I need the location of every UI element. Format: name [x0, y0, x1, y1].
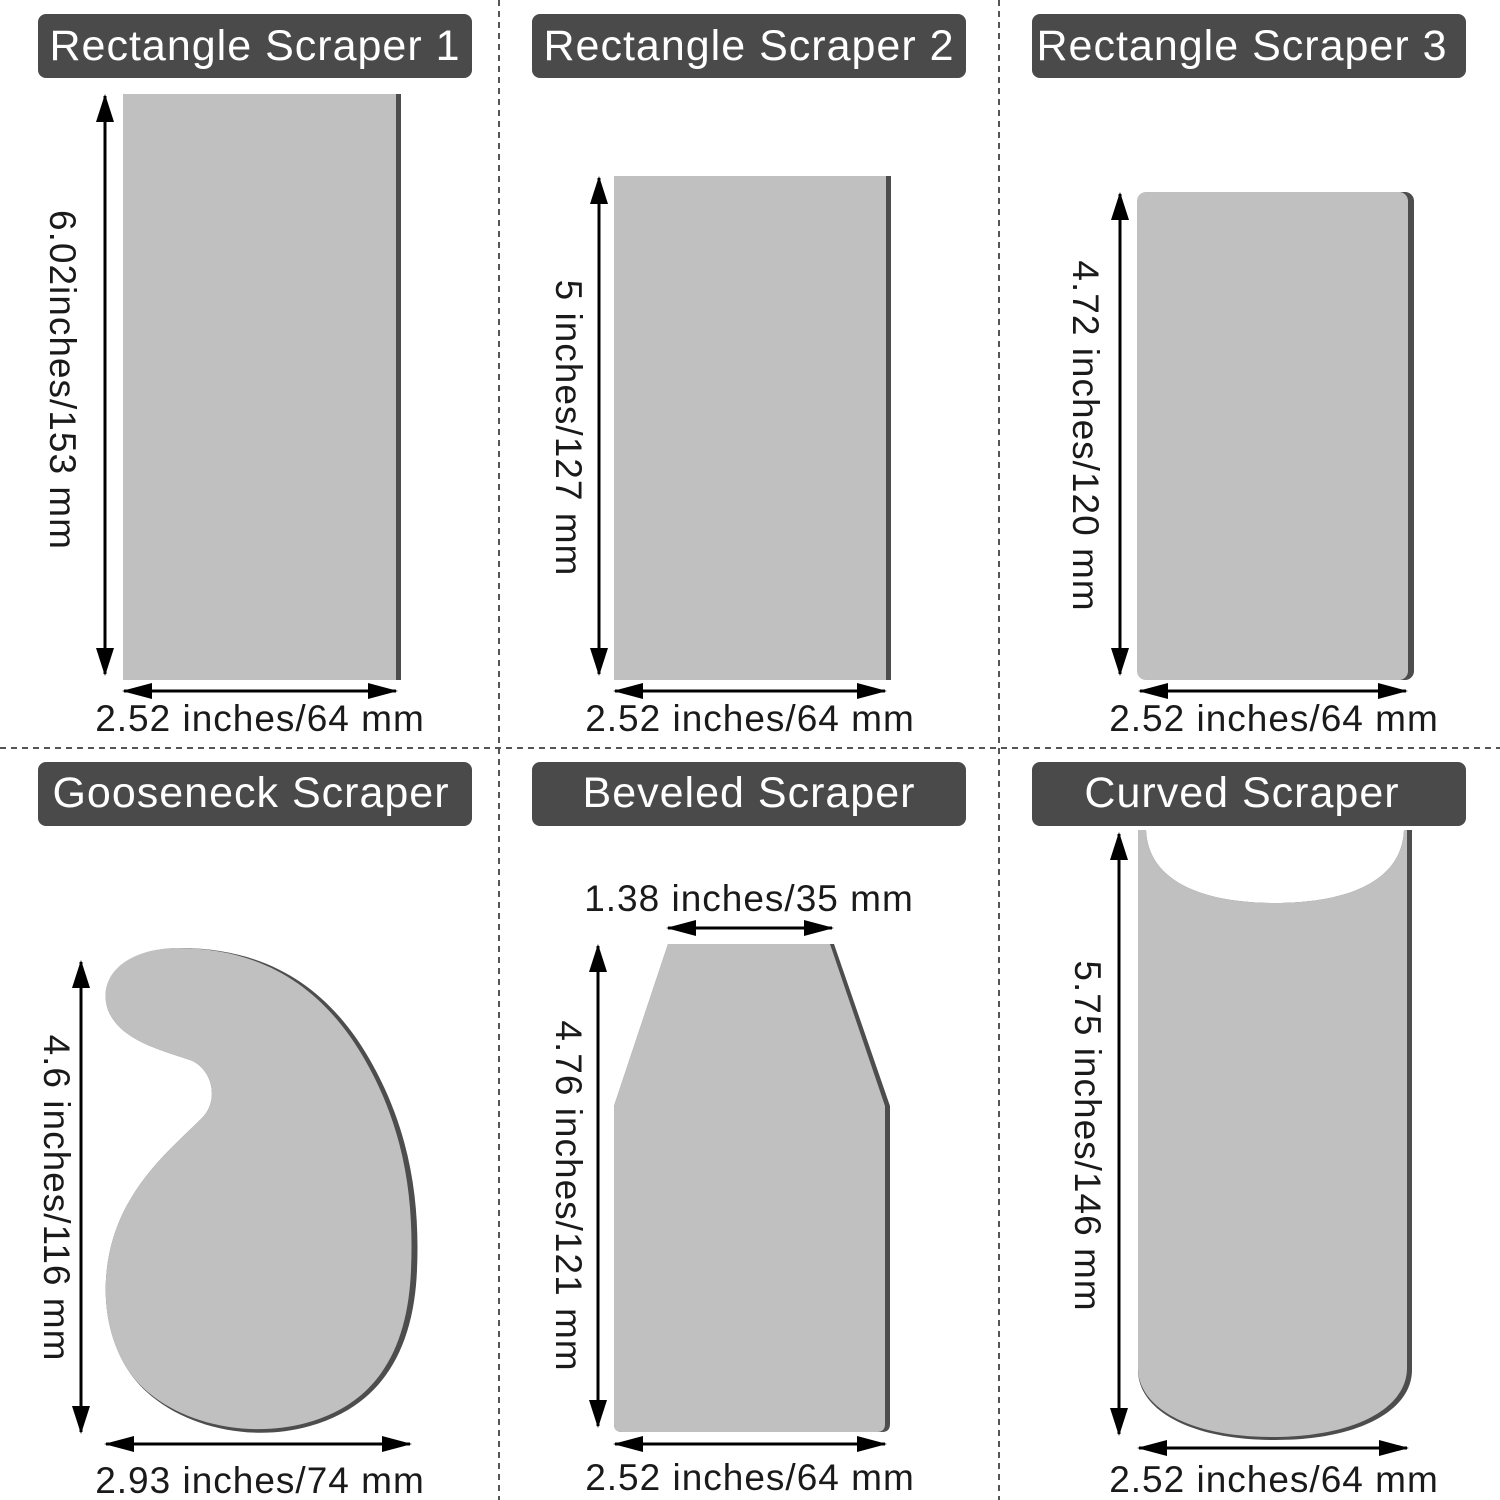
top-width-label: 1.38 inches/35 mm — [584, 878, 914, 919]
height-arrow — [590, 176, 608, 676]
panel-gooseneck-scraper: Gooseneck Scraper 4.6 inches/116 mm 2.93… — [36, 762, 472, 1500]
panel-title: Rectangle Scraper 3 — [1037, 22, 1448, 70]
title-bar — [38, 14, 472, 78]
height-arrow — [96, 94, 114, 676]
panel-rectangle-scraper-1: Rectangle Scraper 1 6.02inches/153 mm 2.… — [38, 14, 472, 739]
height-arrow — [1111, 192, 1129, 676]
width-arrow — [122, 683, 398, 699]
rectangle-scraper-3-shape — [1137, 192, 1408, 680]
height-arrow — [1110, 832, 1128, 1436]
gooseneck-scraper-shape — [105, 948, 412, 1430]
width-label: 2.52 inches/64 mm — [585, 1457, 915, 1498]
width-arrow — [104, 1436, 412, 1452]
beveled-scraper-shape — [614, 944, 885, 1432]
width-label: 2.93 inches/74 mm — [95, 1460, 425, 1500]
panel-rectangle-scraper-3: Rectangle Scraper 3 4.72 inches/120 mm 2… — [1032, 14, 1466, 739]
width-arrow — [613, 1436, 887, 1452]
title-bar — [1032, 762, 1466, 826]
rectangle-scraper-1-shape — [123, 94, 396, 680]
width-label: 2.52 inches/64 mm — [95, 698, 425, 739]
title-bar — [1032, 14, 1466, 78]
width-label: 2.52 inches/64 mm — [585, 698, 915, 739]
rectangle-scraper-2-shape — [614, 176, 886, 680]
panel-title: Beveled Scraper — [583, 769, 916, 817]
width-arrow — [1137, 1440, 1409, 1456]
height-label: 6.02inches/153 mm — [42, 210, 83, 550]
title-bar — [532, 762, 966, 826]
panel-title: Gooseneck Scraper — [52, 769, 449, 817]
height-label: 4.6 inches/116 mm — [36, 1035, 77, 1362]
panel-rectangle-scraper-2: Rectangle Scraper 2 5 inches/127 mm 2.52… — [532, 14, 966, 739]
width-arrow — [613, 683, 887, 699]
panel-curved-scraper: Curved Scraper 5.75 inches/146 mm 2.52 i… — [1032, 762, 1466, 1500]
height-arrow — [72, 960, 90, 1434]
height-label: 4.76 inches/121 mm — [548, 1020, 589, 1371]
height-arrow — [589, 944, 607, 1428]
panel-title: Rectangle Scraper 1 — [50, 22, 461, 70]
title-bar — [38, 762, 472, 826]
height-label: 4.72 inches/120 mm — [1065, 260, 1106, 611]
height-label: 5.75 inches/146 mm — [1067, 960, 1108, 1311]
width-label: 2.52 inches/64 mm — [1109, 698, 1439, 739]
title-bar — [532, 14, 966, 78]
top-width-arrow — [666, 920, 834, 936]
width-arrow — [1138, 683, 1408, 699]
panel-beveled-scraper: Beveled Scraper 1.38 inches/35 mm 4.76 i… — [532, 762, 966, 1498]
curved-scraper-shape — [1138, 830, 1407, 1437]
width-label: 2.52 inches/64 mm — [1109, 1459, 1439, 1500]
panel-title: Rectangle Scraper 2 — [544, 22, 955, 70]
height-label: 5 inches/127 mm — [548, 280, 589, 577]
panel-title: Curved Scraper — [1084, 769, 1399, 817]
